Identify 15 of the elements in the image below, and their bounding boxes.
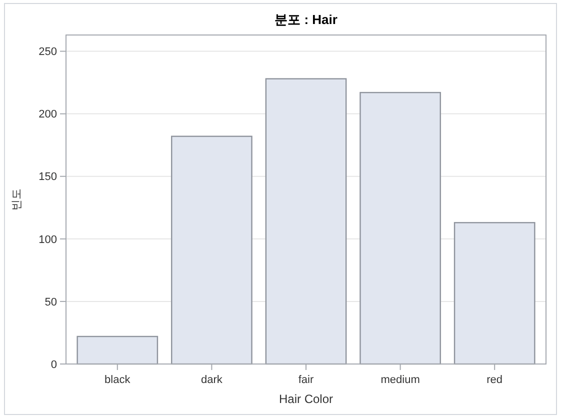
- y-tick-label: 200: [38, 108, 57, 121]
- y-tick-label: 50: [44, 296, 57, 308]
- x-tick-label: dark: [200, 374, 223, 386]
- chart-title: 분포 : Hair: [274, 12, 338, 27]
- y-tick-label: 0: [50, 358, 57, 371]
- y-tick-label: 100: [38, 234, 57, 246]
- y-tick-label: 250: [38, 46, 57, 58]
- x-tick-label: black: [104, 374, 131, 386]
- x-tick-label: medium: [380, 374, 420, 386]
- x-tick-label: fair: [298, 374, 314, 386]
- x-tick-label: red: [486, 374, 503, 386]
- x-axis-title: Hair Color: [278, 392, 334, 406]
- y-tick-label: 150: [38, 171, 57, 184]
- bar: [76, 336, 158, 365]
- y-axis-title: 빈도: [11, 188, 23, 210]
